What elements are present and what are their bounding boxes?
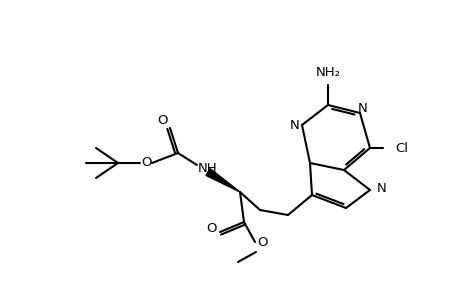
Text: N: N	[290, 118, 299, 131]
Text: O: O	[157, 113, 168, 127]
Text: O: O	[206, 221, 217, 235]
Polygon shape	[206, 169, 240, 192]
Text: O: O	[141, 155, 152, 169]
Text: NH₂: NH₂	[315, 65, 340, 79]
Text: O: O	[257, 236, 268, 248]
Text: NH: NH	[198, 161, 218, 175]
Text: N: N	[358, 101, 367, 115]
Text: N: N	[376, 182, 386, 194]
Text: Cl: Cl	[395, 142, 408, 154]
